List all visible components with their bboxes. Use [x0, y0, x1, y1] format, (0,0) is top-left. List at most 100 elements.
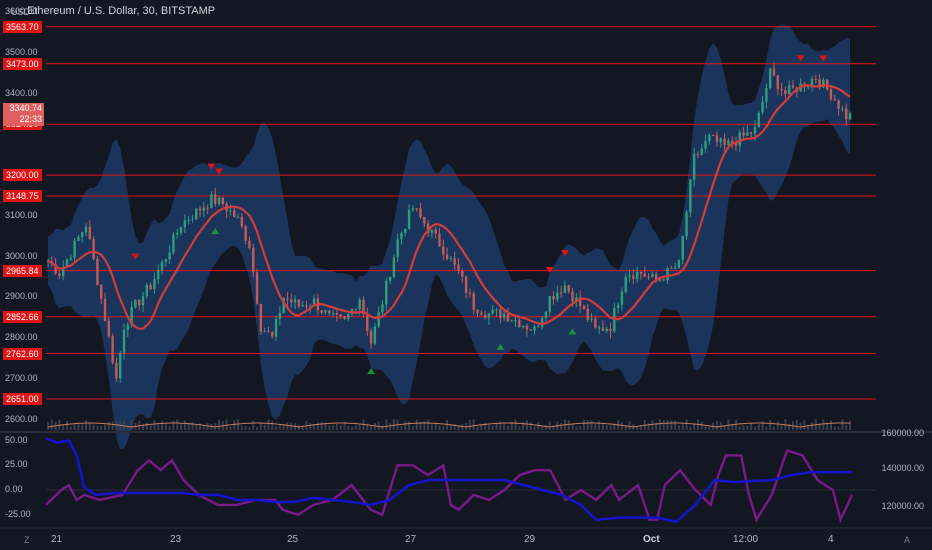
candle-body: [309, 305, 312, 307]
volume-bar: [795, 419, 798, 430]
candle-body: [130, 307, 133, 325]
volume-bar: [822, 419, 825, 430]
volume-bar: [176, 419, 179, 430]
candle-body: [373, 326, 377, 344]
volume-bar: [674, 420, 677, 430]
volume-bar: [537, 422, 540, 430]
time-axis-label: 29: [524, 534, 536, 545]
volume-bar: [415, 419, 418, 430]
candle-body: [502, 313, 506, 319]
candle-body: [548, 295, 551, 312]
volume-bar: [69, 426, 72, 430]
candle-body: [829, 89, 833, 100]
candle-body: [841, 108, 844, 110]
candle-body: [81, 232, 84, 238]
volume-bar: [392, 419, 395, 430]
volume-bar: [256, 426, 259, 430]
volume-bar: [172, 420, 175, 430]
candle-body: [582, 306, 586, 309]
zoom-icon[interactable]: Z: [24, 535, 30, 545]
candle-body: [62, 266, 65, 277]
candle-body: [176, 232, 179, 235]
volume-bar: [449, 425, 452, 430]
candle-body: [514, 320, 517, 322]
candle-body: [776, 75, 779, 89]
candle-body: [202, 207, 206, 211]
volume-bar: [647, 423, 650, 430]
volume-bar: [620, 422, 623, 430]
volume-bar: [149, 425, 152, 430]
candle-body: [324, 310, 327, 313]
volume-bar: [335, 424, 338, 430]
candle-body: [601, 327, 605, 331]
candle-body: [442, 246, 445, 255]
candle-body: [301, 305, 304, 307]
volume-bar: [624, 425, 627, 430]
volume-bar: [628, 420, 631, 430]
candle-body: [347, 314, 350, 319]
candle-body: [567, 285, 570, 292]
volume-bar: [582, 419, 585, 430]
sell-signal-marker: [215, 168, 224, 175]
volume-bar: [605, 425, 608, 430]
candle-body: [305, 305, 308, 307]
symbol-title[interactable]: Ethereum / U.S. Dollar, 30, BITSTAMP: [27, 5, 216, 17]
candle-body: [464, 276, 468, 293]
volume-bar: [389, 423, 392, 430]
candle-body: [753, 127, 757, 134]
candle-body: [544, 311, 548, 318]
volume-bar: [579, 426, 582, 430]
price-axis-label: 2700.00: [5, 373, 38, 384]
volume-bar: [354, 425, 357, 430]
volume-bar: [700, 421, 703, 430]
candle-body: [658, 279, 662, 281]
volume-bar: [408, 421, 411, 430]
candle-body: [666, 268, 669, 281]
oscillator-axis-label: 50.00: [5, 434, 28, 445]
volume-bar: [461, 424, 464, 430]
volume-bar: [689, 426, 692, 430]
volume-bar: [503, 422, 506, 430]
volume-bar: [681, 422, 684, 430]
candle-body: [575, 297, 578, 302]
volume-bar: [666, 419, 669, 430]
volume-bar: [446, 420, 449, 430]
candle-body: [168, 252, 171, 260]
volume-bar: [145, 422, 148, 430]
candle-body: [620, 291, 624, 305]
volume-bar: [544, 424, 547, 430]
volume-bar: [373, 423, 376, 430]
oscillator-blue-line: [45, 437, 852, 524]
sell-signal-marker: [796, 55, 805, 62]
price-axis-label: 2800.00: [5, 332, 38, 343]
volume-bar: [218, 419, 221, 430]
candle-body: [784, 90, 787, 94]
volume-bar: [487, 425, 490, 430]
volume-bar: [347, 425, 350, 430]
volume-bar: [385, 419, 388, 430]
candle-body: [392, 257, 396, 278]
volume-bar: [324, 422, 327, 430]
volume-bar: [750, 422, 753, 430]
volume-bar: [677, 425, 680, 430]
candle-body: [597, 327, 601, 329]
candle-body: [590, 318, 593, 320]
candle-body: [537, 326, 540, 328]
volume-bar: [575, 426, 578, 430]
candle-body: [506, 313, 510, 322]
candle-body: [662, 279, 665, 281]
volume-bar: [430, 424, 433, 430]
volume-axis-label: 140000.00: [881, 463, 924, 473]
candle-body: [73, 240, 76, 258]
auto-scale-icon[interactable]: A: [904, 535, 911, 545]
volume-bar: [100, 425, 103, 430]
time-axis-label: 21: [51, 534, 63, 545]
candle-body: [746, 132, 749, 136]
candle-body: [704, 141, 707, 149]
candle-body: [77, 237, 80, 241]
candle-body: [685, 212, 688, 237]
candle-body: [700, 148, 703, 155]
candle-body: [632, 275, 635, 279]
volume-bar: [229, 426, 232, 430]
